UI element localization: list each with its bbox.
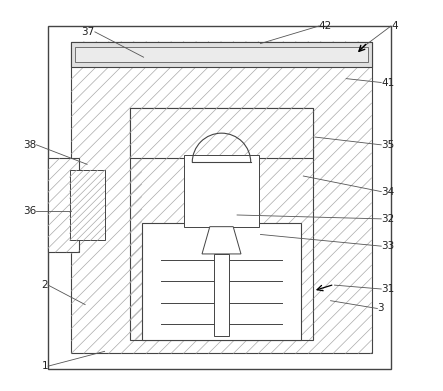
Text: 31: 31 <box>381 284 394 294</box>
Text: 32: 32 <box>381 214 394 224</box>
Polygon shape <box>202 227 241 254</box>
Text: 38: 38 <box>23 140 36 150</box>
Text: 41: 41 <box>381 77 394 88</box>
Bar <box>142 223 301 340</box>
Text: 34: 34 <box>381 187 394 197</box>
Text: 1: 1 <box>42 361 48 371</box>
Text: 2: 2 <box>42 280 48 290</box>
Text: 35: 35 <box>381 140 394 150</box>
Text: 33: 33 <box>381 241 394 251</box>
Bar <box>48 158 79 252</box>
Bar <box>214 254 229 336</box>
Bar <box>130 108 313 340</box>
Bar <box>48 26 391 369</box>
Text: 36: 36 <box>23 206 36 216</box>
Bar <box>130 158 142 340</box>
Bar <box>70 170 105 240</box>
Text: 4: 4 <box>391 21 398 31</box>
Text: 37: 37 <box>82 27 95 37</box>
Bar <box>130 108 313 158</box>
Bar <box>184 154 259 227</box>
Bar <box>71 41 372 67</box>
Text: 42: 42 <box>319 21 332 31</box>
Text: 3: 3 <box>377 303 384 314</box>
Bar <box>71 41 372 353</box>
Bar <box>75 47 368 62</box>
